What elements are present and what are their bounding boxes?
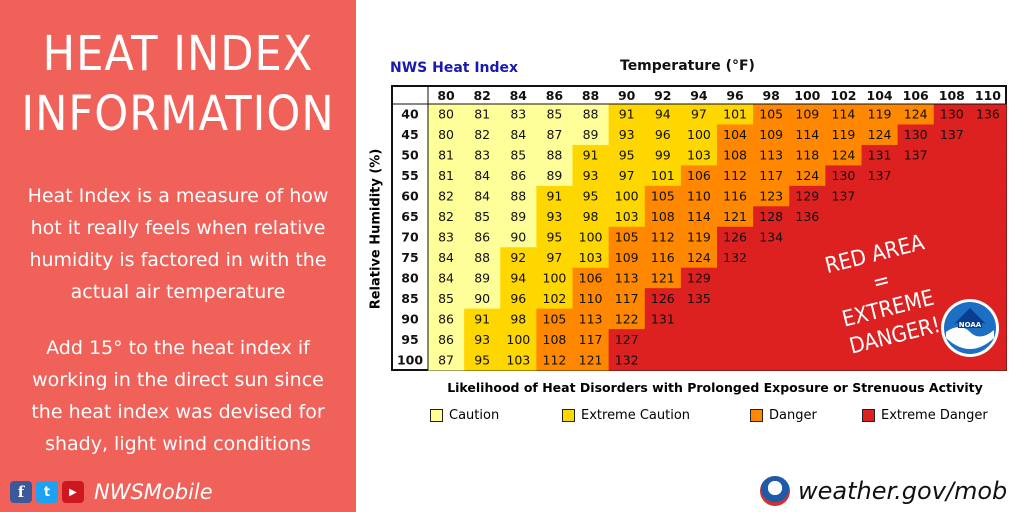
legend-extreme-caution: Extreme Caution [562,408,690,423]
legend-label: Caution [449,408,500,423]
legend-label: Danger [769,408,817,423]
social-handle[interactable]: NWSMobile [94,480,213,504]
legend-label: Extreme Danger [881,408,988,423]
x-axis-label: Temperature (°F) [620,58,755,74]
sun-advice-paragraph: Add 15° to the heat index if working in … [31,337,325,455]
svg-text:NOAA: NOAA [959,321,982,329]
youtube-icon[interactable]: ▶ [62,481,84,503]
legend-swatch [562,409,575,422]
legend-label: Extreme Caution [581,408,691,423]
noaa-logo-icon: NOAA [941,299,999,357]
info-panel: HEAT INDEX INFORMATION Heat Index is a m… [0,0,356,512]
legend-swatch [430,409,443,422]
panel-title-line2: INFORMATION [21,86,335,142]
legend-swatch [750,409,763,422]
legend-caution: Caution [430,408,499,423]
website-link[interactable]: weather.gov/mob [760,476,1007,506]
definition-paragraph: Heat Index is a measure of how hot it re… [27,185,329,303]
nws-seal-icon [760,476,790,506]
chart-footnote: Likelihood of Heat Disorders with Prolon… [447,380,983,395]
chart-title: NWS Heat Index [390,60,519,76]
legend-extreme-danger: Extreme Danger [862,408,988,423]
website-url[interactable]: weather.gov/mob [798,477,1008,505]
legend-danger: Danger [750,408,817,423]
y-axis-label: Relative Humidity (%) [368,148,384,310]
panel-title-line1: HEAT INDEX [42,26,314,82]
twitter-icon[interactable]: t [36,481,58,503]
social-links: f t ▶ NWSMobile [10,478,213,506]
facebook-icon[interactable]: f [10,481,32,503]
legend-swatch [862,409,875,422]
